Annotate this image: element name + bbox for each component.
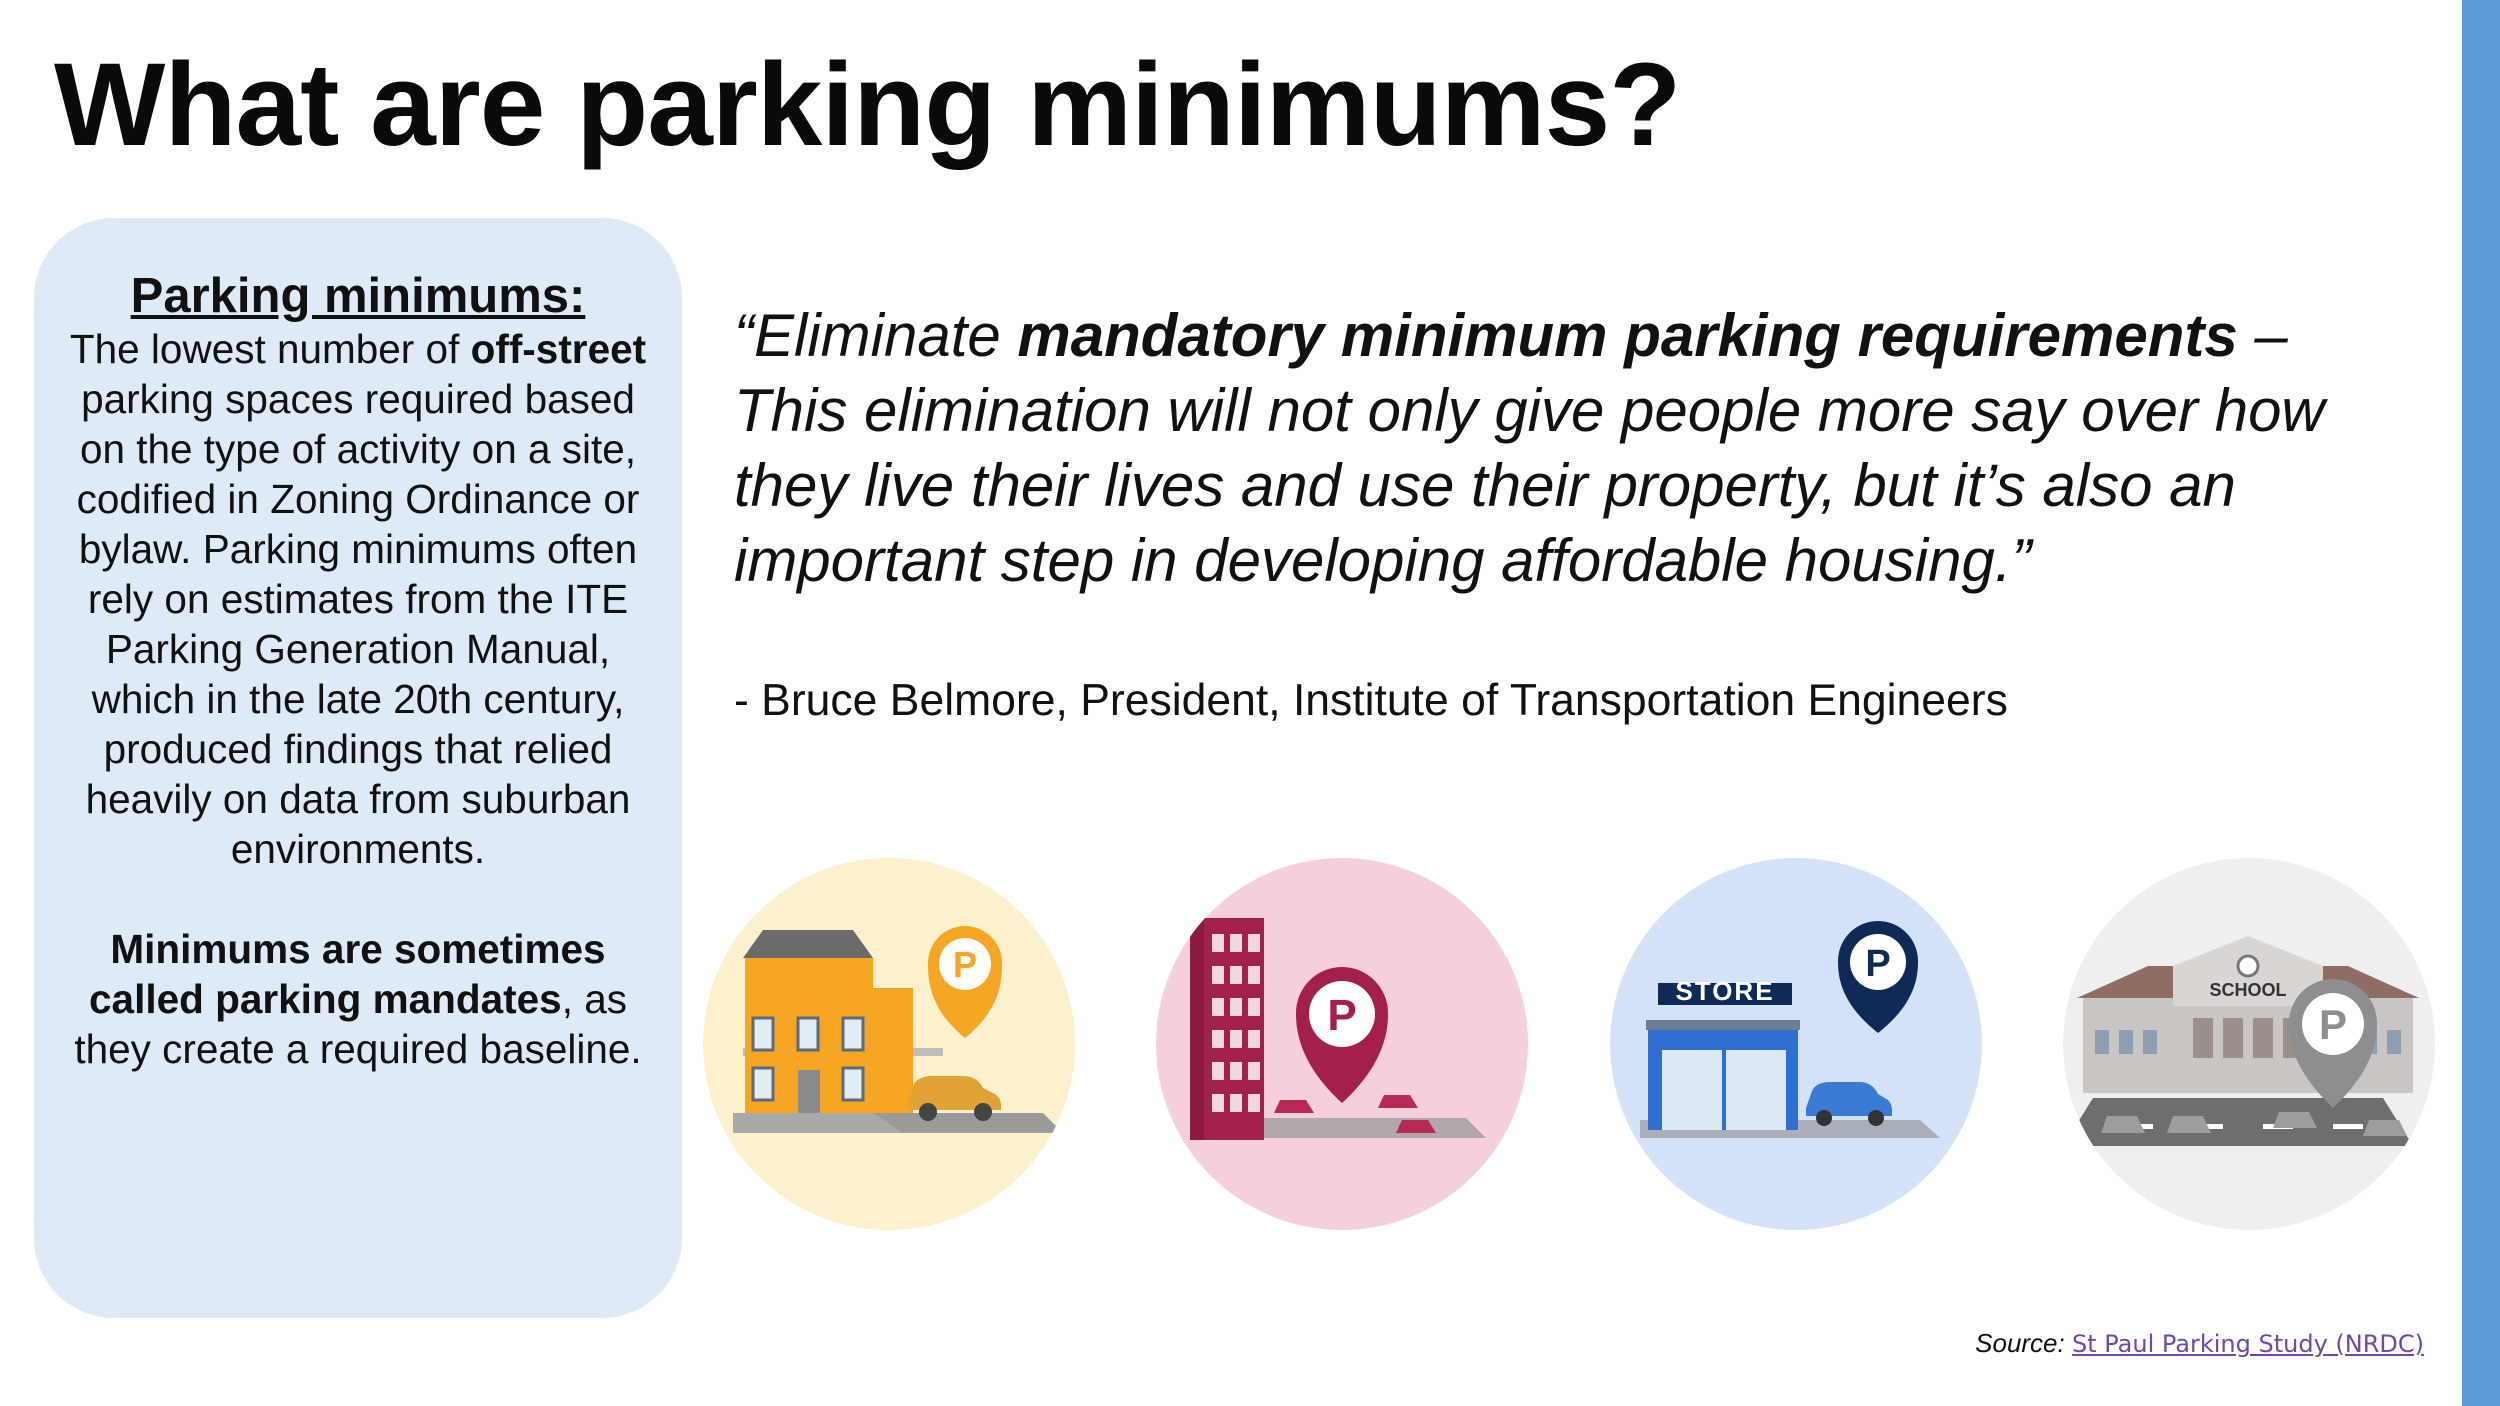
source-link[interactable]: St Paul Parking Study (NRDC) — [2071, 1330, 2424, 1358]
apartment-parking-icon: P — [1156, 858, 1528, 1230]
store-parking-icon: STORE P — [1610, 858, 1982, 1230]
definition-text-bold: off-street — [470, 326, 647, 372]
quote-rest: – This elimination will not only give pe… — [734, 302, 2325, 594]
mandates-note-rest: , as they create a required baseline. — [74, 976, 642, 1072]
definition-text: The lowest number of off-street parking … — [62, 324, 654, 874]
mandates-note-bold: Minimums are sometimes called parking ma… — [89, 926, 606, 1022]
accent-bar — [2462, 0, 2500, 1406]
quote-bold: mandatory minimum parking requirements — [1017, 302, 2238, 369]
source-label: Source: — [1975, 1328, 2065, 1358]
definition-text-a: The lowest number of — [69, 326, 471, 372]
quote-text: “Eliminate mandatory minimum parking req… — [734, 298, 2414, 598]
quote-open: “Eliminate — [734, 302, 1018, 369]
svg-text:P: P — [2319, 1001, 2347, 1048]
school-sign-text: SCHOOL — [2209, 980, 2286, 1000]
store-sign-text: STORE — [1675, 976, 1774, 1006]
house-parking-icon: P — [703, 858, 1075, 1230]
school-parking-icon: SCHOOL P — [2063, 858, 2435, 1230]
definition-heading: Parking minimums: — [130, 269, 586, 323]
svg-text:P: P — [1865, 943, 1890, 985]
source-citation: Source: St Paul Parking Study (NRDC) — [1975, 1328, 2424, 1359]
definition-box: Parking minimums: The lowest number of o… — [34, 218, 682, 1318]
mandates-note: Minimums are sometimes called parking ma… — [62, 924, 654, 1074]
page-title: What are parking minimums? — [54, 39, 1681, 171]
svg-text:P: P — [1327, 991, 1356, 1040]
definition-text-c: parking spaces required based on the typ… — [76, 376, 640, 872]
quote-attribution: - Bruce Belmore, President, Institute of… — [734, 676, 2008, 725]
svg-text:P: P — [953, 944, 977, 985]
